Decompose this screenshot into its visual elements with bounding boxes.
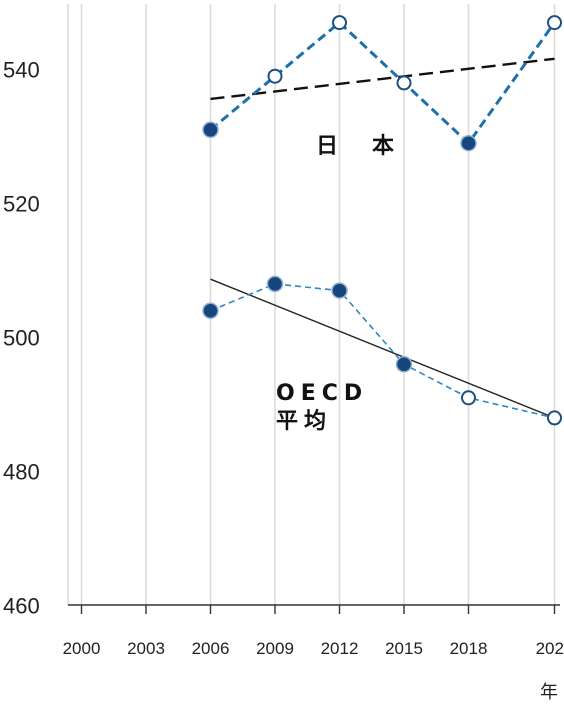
point-japan-2009 [267, 68, 283, 84]
point-oecd-2022 [547, 410, 562, 426]
y-tick-label-500: 500 [3, 326, 40, 351]
y-tick-labels: 460 480 500 520 540 [3, 58, 40, 619]
trend-lines [210, 57, 555, 419]
point-oecd-2015 [395, 356, 413, 373]
point-oecd-2009 [266, 275, 284, 293]
x-tick-label-2000: 2000 [63, 639, 101, 658]
x-tick-labels: 2000 2003 2006 2009 2012 2015 2018 2022 [63, 605, 564, 658]
point-japan-2018 [460, 134, 477, 152]
point-japan-2015 [396, 75, 412, 91]
series-line-oecd [210, 283, 555, 419]
annotation-average: 平均 [276, 408, 332, 434]
series-lines [209, 20, 556, 419]
point-japan-2012 [332, 15, 347, 31]
point-japan-2006 [202, 121, 219, 139]
y-tick-label-460: 460 [3, 594, 40, 619]
x-tick-label-2012: 2012 [321, 639, 359, 658]
x-tick-label-2009: 2009 [256, 639, 294, 658]
y-tick-label-540: 540 [3, 58, 40, 83]
x-tick-label-2022: 2022 [536, 639, 564, 658]
trend-line-japan [210, 57, 555, 101]
y-tick-label-480: 480 [3, 460, 40, 485]
gridlines [80, 4, 556, 605]
x-tick-label-2018: 2018 [450, 639, 488, 658]
point-oecd-2006 [202, 302, 219, 319]
point-japan-2022 [547, 15, 562, 31]
annotation-oecd: OECD [276, 381, 368, 406]
annotation-japan: 日 本 [316, 134, 400, 159]
data-points [202, 15, 562, 426]
trend-line-oecd [210, 278, 555, 419]
y-tick-label-520: 520 [3, 192, 40, 217]
point-oecd-2012 [331, 282, 348, 299]
x-tick-label-2006: 2006 [192, 639, 230, 658]
x-axis-label: 年 [540, 682, 558, 702]
x-tick-label-2015: 2015 [385, 639, 423, 658]
x-tick-label-2003: 2003 [127, 639, 165, 658]
point-oecd-2018 [461, 390, 476, 406]
series-line-japan [209, 20, 556, 146]
